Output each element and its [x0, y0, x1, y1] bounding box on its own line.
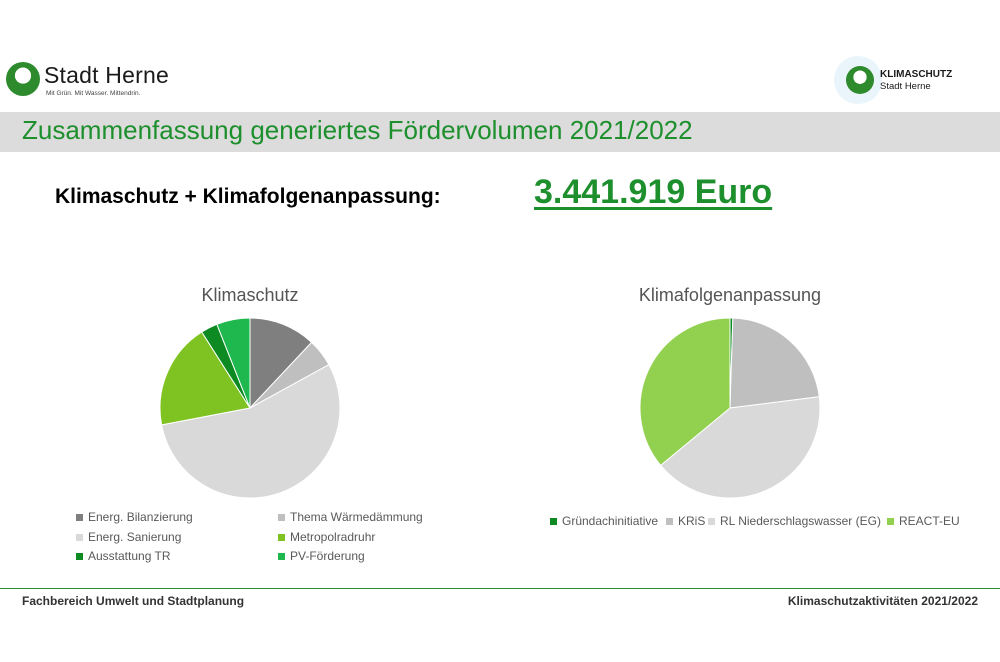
legend-swatch	[278, 513, 285, 521]
stadt-herne-logo: Stadt Herne Mit Grün. Mit Wasser. Mitten…	[6, 60, 186, 102]
logo-title: KLIMASCHUTZ	[880, 69, 953, 80]
legend-label: KRiS	[678, 514, 706, 528]
legend-label: PV-Förderung	[290, 549, 365, 563]
legend-item: Metropolradruhr	[278, 530, 375, 544]
page-title: Zusammenfassung generiertes Fördervolume…	[22, 115, 693, 145]
legend-swatch	[76, 552, 83, 560]
legend-swatch	[278, 552, 285, 560]
legend-swatch	[550, 517, 557, 525]
pie-slice-0-2	[161, 363, 341, 499]
legend-item: PV-Förderung	[278, 549, 365, 563]
legend-item: Gründachinitiative	[550, 514, 658, 528]
klimaschutz-logo: KLIMASCHUTZ Stadt Herne	[830, 52, 970, 108]
legend-swatch	[666, 517, 673, 525]
pie-chart-klimaschutz	[159, 317, 341, 499]
legend-item: RL Niederschlagswasser (EG)	[708, 514, 881, 528]
title-band	[0, 112, 1000, 152]
logo-slogan: Mit Grün. Mit Wasser. Mittendrin.	[46, 90, 141, 97]
legend-label: Energ. Sanierung	[88, 530, 182, 544]
legend-label: Gründachinitiative	[562, 514, 659, 528]
legend-label: Metropolradruhr	[290, 530, 376, 544]
legend-item: KRiS	[666, 514, 705, 528]
legend-swatch	[278, 533, 285, 541]
legend-item: Energ. Bilanzierung	[76, 510, 193, 524]
legend-item: Energ. Sanierung	[76, 530, 181, 544]
pie-chart-klimafolgenanpassung	[639, 317, 821, 499]
legend-label: Thema Wärmedämmung	[290, 510, 423, 524]
summary-value: 3.441.919 Euro	[534, 173, 773, 211]
legend-item: REACT-EU	[887, 514, 960, 528]
chart-title-klimaschutz: Klimaschutz	[201, 285, 299, 305]
legend-item: Thema Wärmedämmung	[278, 510, 423, 524]
legend-swatch	[708, 517, 715, 525]
legend-swatch	[76, 533, 83, 541]
summary-label: Klimaschutz + Klimafolgenanpassung:	[55, 185, 441, 208]
footer-topic: Klimaschutzaktivitäten 2021/2022	[787, 594, 978, 608]
pie-slice-1-3	[639, 317, 731, 467]
chart-title-klimafolgenanpassung: Klimafolgenanpassung	[638, 285, 822, 305]
logo-subtitle: Stadt Herne	[880, 81, 931, 92]
pie-slice-0-0	[249, 317, 313, 410]
legend-item: Ausstattung TR	[76, 549, 171, 563]
horse-emblem-icon	[6, 62, 40, 96]
legend-swatch	[76, 513, 83, 521]
footer-department: Fachbereich Umwelt und Stadtplanung	[22, 594, 245, 608]
horse-emblem-icon	[846, 66, 874, 94]
footer-divider	[0, 588, 1000, 589]
legend-label: REACT-EU	[899, 514, 960, 528]
pie-slice-0-5	[216, 317, 251, 409]
legend-label: Ausstattung TR	[88, 549, 171, 563]
legend-swatch	[887, 517, 894, 525]
legend-label: RL Niederschlagswasser (EG)	[720, 514, 881, 528]
pie-slice-0-3	[159, 331, 251, 426]
legend-label: Energ. Bilanzierung	[88, 510, 193, 524]
pie-slice-1-1	[729, 317, 820, 409]
logo-name: Stadt Herne	[44, 62, 169, 88]
pie-slice-1-2	[659, 396, 821, 499]
